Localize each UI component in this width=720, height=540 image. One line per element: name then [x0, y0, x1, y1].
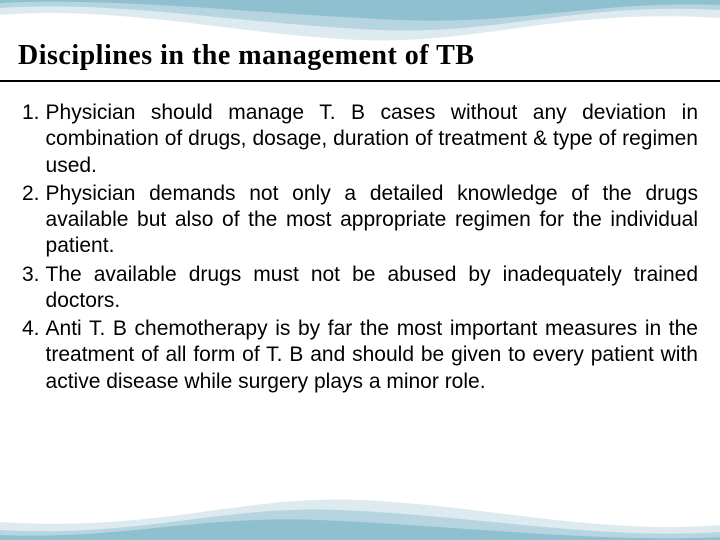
list-item: 3. The available drugs must not be abuse…: [22, 262, 698, 315]
content-list: 1. Physician should manage T. B cases wi…: [22, 100, 698, 397]
item-number: 1.: [22, 100, 46, 179]
item-number: 4.: [22, 316, 46, 395]
item-number: 2.: [22, 181, 46, 260]
title-underline: [0, 80, 720, 82]
list-item: 2. Physician demands not only a detailed…: [22, 181, 698, 260]
item-text: Physician demands not only a detailed kn…: [46, 181, 698, 260]
item-text: The available drugs must not be abused b…: [46, 262, 698, 315]
list-item: 1. Physician should manage T. B cases wi…: [22, 100, 698, 179]
item-text: Physician should manage T. B cases witho…: [46, 100, 698, 179]
list-item: 4. Anti T. B chemotherapy is by far the …: [22, 316, 698, 395]
slide-title: Disciplines in the management of TB: [18, 40, 702, 72]
item-text: Anti T. B chemotherapy is by far the mos…: [46, 316, 698, 395]
wave-decoration-bottom: [0, 450, 720, 540]
item-number: 3.: [22, 262, 46, 315]
